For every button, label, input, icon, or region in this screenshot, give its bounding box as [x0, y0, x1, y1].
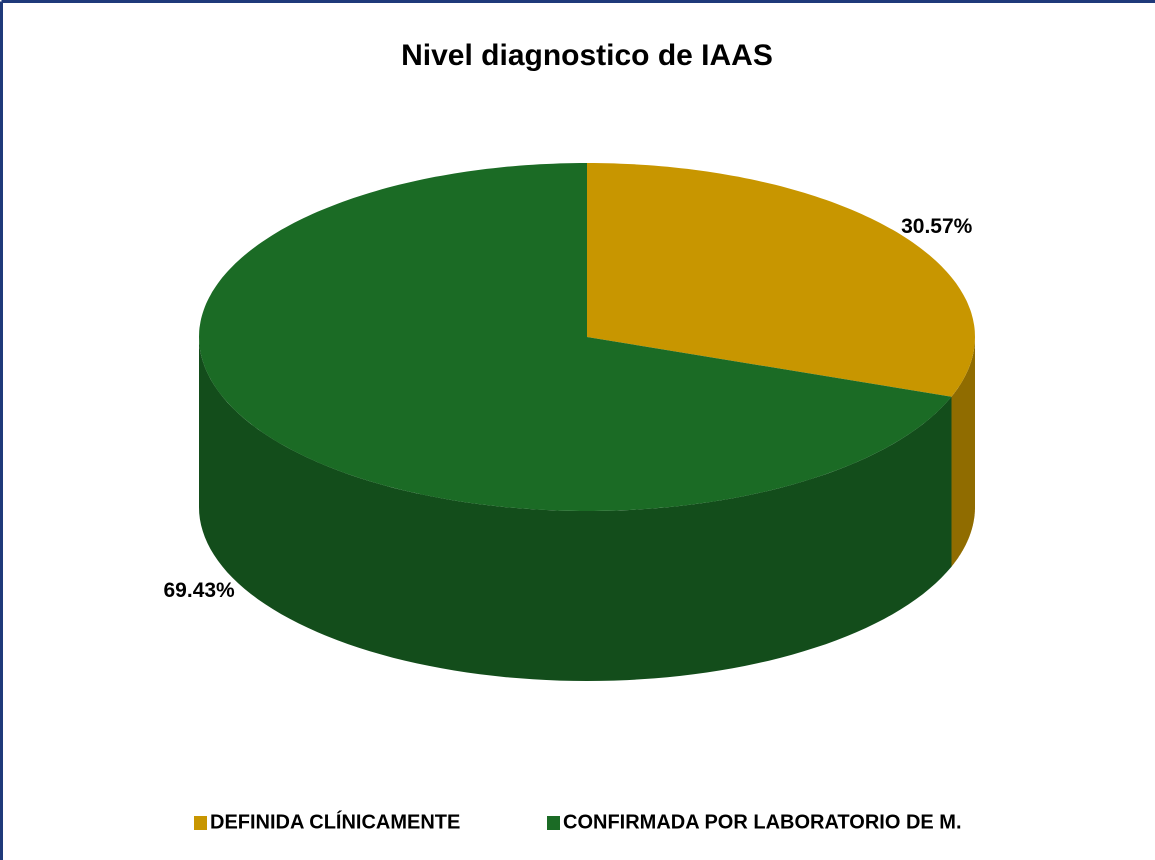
- slice-side: [951, 337, 975, 567]
- chart-title: Nivel diagnostico de IAAS: [401, 39, 773, 72]
- legend-swatch: [194, 816, 207, 830]
- slice-side: [199, 337, 952, 681]
- legend-swatch: [547, 816, 560, 830]
- legend-label: DEFINIDA CLÍNICAMENTE: [210, 810, 460, 833]
- data-label: 30.57%: [901, 215, 973, 238]
- slice: [199, 163, 952, 511]
- legend-label: CONFIRMADA POR LABORATORIO DE M.: [563, 811, 962, 833]
- data-label: 69.43%: [164, 579, 236, 602]
- slice: [587, 163, 975, 397]
